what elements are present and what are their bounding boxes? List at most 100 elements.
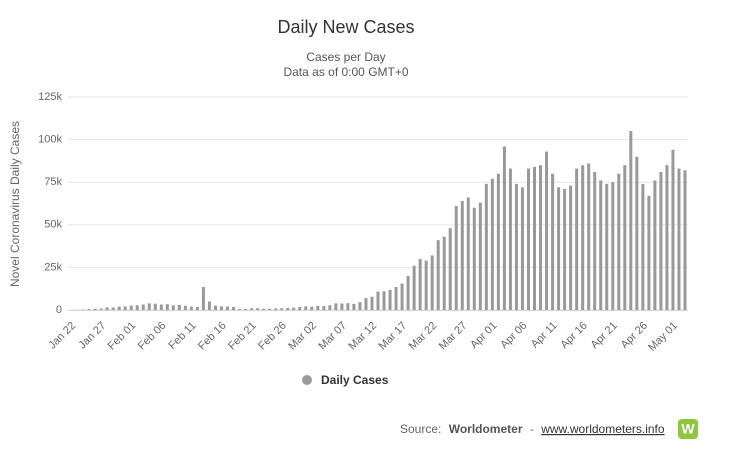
bar xyxy=(587,163,591,310)
bar xyxy=(219,306,223,310)
bar xyxy=(364,298,368,310)
x-tick-label: Apr 06 xyxy=(498,320,529,351)
bar xyxy=(87,309,91,310)
bar xyxy=(653,180,657,310)
subtitle: Data as of 0:00 GMT+0 xyxy=(283,65,408,79)
bar xyxy=(659,171,663,310)
bar xyxy=(418,258,422,310)
bar xyxy=(195,306,199,310)
chart-title: Daily New Cases xyxy=(277,17,414,37)
bar xyxy=(394,286,398,310)
bar xyxy=(569,185,573,310)
bar xyxy=(508,168,512,310)
bar xyxy=(665,165,669,310)
bar xyxy=(177,304,181,310)
x-tick-label: Mar 07 xyxy=(316,320,349,353)
x-tick-label: Mar 17 xyxy=(377,320,410,353)
bar xyxy=(280,308,284,310)
bar xyxy=(605,183,609,310)
bar xyxy=(424,260,428,310)
bar xyxy=(466,197,470,310)
bar xyxy=(581,165,585,310)
bar xyxy=(376,291,380,310)
source-name: Worldometer xyxy=(449,422,523,436)
bar xyxy=(412,265,416,310)
x-tick-label: Feb 06 xyxy=(136,320,169,353)
bar xyxy=(165,304,169,310)
bar xyxy=(478,202,482,310)
bar xyxy=(147,303,151,310)
bar xyxy=(575,168,579,310)
bar xyxy=(135,305,139,310)
bar xyxy=(520,187,524,310)
bar xyxy=(677,168,681,310)
x-tick-label: Apr 21 xyxy=(589,320,620,351)
legend-marker xyxy=(302,375,312,385)
bar xyxy=(358,302,362,310)
bar xyxy=(141,304,145,310)
bar xyxy=(490,178,494,310)
bar xyxy=(310,306,314,310)
bar xyxy=(400,283,404,310)
bar xyxy=(442,236,446,310)
bar xyxy=(340,303,344,310)
bar xyxy=(322,306,326,310)
bar xyxy=(250,308,254,310)
bar xyxy=(563,189,567,310)
bar xyxy=(328,305,332,310)
bar xyxy=(448,228,452,310)
subtitle: Cases per Day xyxy=(306,50,385,64)
x-tick-label: Apr 11 xyxy=(529,320,560,351)
y-tick-label: 50k xyxy=(44,219,62,231)
bar xyxy=(436,240,440,310)
y-tick-label: 125k xyxy=(38,91,62,103)
source: Source: Worldometer - www.worldometers.i… xyxy=(400,422,665,436)
x-tick-label: Apr 01 xyxy=(468,320,499,351)
bar xyxy=(81,309,85,310)
bar xyxy=(593,171,597,310)
bar xyxy=(460,200,464,310)
y-tick-label: 100k xyxy=(38,134,62,146)
bar xyxy=(551,173,555,310)
bar xyxy=(641,183,645,310)
bar xyxy=(286,307,290,310)
bar xyxy=(111,307,115,310)
x-tick-label: May 01 xyxy=(646,320,680,354)
bar xyxy=(99,308,103,310)
bar xyxy=(207,301,211,310)
bar xyxy=(171,305,175,310)
x-tick-label: Feb 21 xyxy=(226,320,259,353)
source-separator: - xyxy=(530,422,534,436)
bar xyxy=(316,305,320,310)
bar xyxy=(611,182,615,310)
bar xyxy=(213,305,217,310)
source-link[interactable]: www.worldometers.info xyxy=(540,422,665,436)
y-axis-label: Novel Coronavirus Daily Cases xyxy=(8,121,22,287)
bar xyxy=(533,166,537,310)
bar xyxy=(238,309,242,310)
x-tick-label: Jan 27 xyxy=(76,320,108,352)
bar xyxy=(388,289,392,310)
legend-label[interactable]: Daily Cases xyxy=(321,373,389,387)
bar xyxy=(274,308,278,310)
bar xyxy=(123,306,127,310)
bar xyxy=(599,180,603,310)
x-tick-label: Apr 16 xyxy=(558,320,589,351)
bar xyxy=(629,131,633,310)
x-tick-label: Mar 02 xyxy=(286,320,319,353)
x-tick-label: Feb 11 xyxy=(166,320,198,352)
logo-text: W xyxy=(681,421,695,437)
bar xyxy=(352,303,356,310)
bar xyxy=(129,305,133,310)
bar xyxy=(298,306,302,310)
bar xyxy=(617,173,621,310)
bar xyxy=(268,308,272,310)
bar xyxy=(262,308,266,310)
bar xyxy=(370,296,374,310)
x-tick-label: Feb 01 xyxy=(106,320,139,353)
bar xyxy=(623,165,627,310)
bar xyxy=(406,275,410,310)
bar xyxy=(346,303,350,310)
x-tick-label: Feb 16 xyxy=(196,320,229,353)
